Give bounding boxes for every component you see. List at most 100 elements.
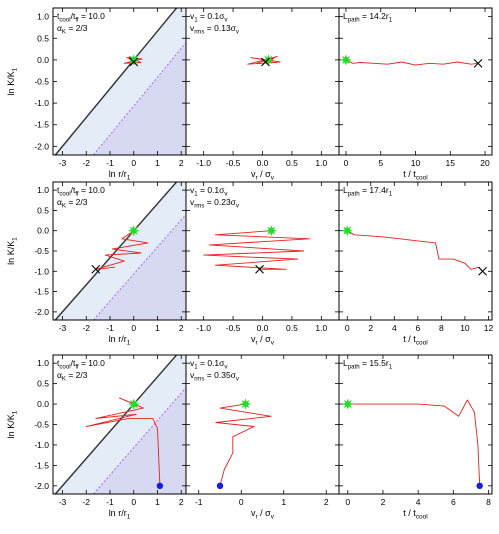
- annotation-v1-part: v: [190, 185, 195, 195]
- annotation-lpath-part: path: [348, 191, 360, 198]
- end-dot-marker: [476, 482, 483, 490]
- annotation-alpha-part: α: [57, 23, 62, 33]
- trajectory-line: [345, 59, 479, 66]
- x-axis-label-part: v: [251, 508, 256, 518]
- trajectory-line: [203, 230, 311, 270]
- x-tick-label: 20: [480, 158, 490, 168]
- annotation-ratio-part: cool: [59, 17, 70, 24]
- trajectory-line: [346, 230, 483, 272]
- x-axis-label-part: 1: [127, 175, 131, 182]
- annotation-alpha-part: α: [57, 197, 62, 207]
- annotation-vrms-part: rms: [194, 203, 204, 210]
- annotation-vrms-part: v: [236, 203, 240, 210]
- x-tick-label: 2: [179, 158, 184, 168]
- annotation-v1: v1 = 0.1σv: [190, 358, 228, 371]
- y-tick-label: 0.5: [37, 379, 49, 389]
- y-tick-label: -1.5: [34, 460, 49, 470]
- annotation-v1-part: 1: [194, 364, 198, 371]
- x-axis-label-part: v: [271, 175, 275, 182]
- x-tick-label: 2: [368, 323, 373, 333]
- x-tick-label: 4: [392, 323, 397, 333]
- x-tick-label: -1.0: [196, 323, 211, 333]
- x-axis-label-part: cool: [416, 340, 428, 347]
- x-tick-label: 6: [451, 497, 456, 507]
- x-axis-label-part: t / t: [403, 169, 416, 179]
- annotation-ratio: tcool/tff = 10.0: [57, 185, 105, 198]
- x-axis-label-part: r: [256, 514, 259, 521]
- start-star-marker: [127, 53, 140, 66]
- x-tick-label: 0.5: [286, 158, 298, 168]
- x-axis-label-part: / σ: [258, 508, 272, 518]
- x-tick-label: 4: [416, 497, 421, 507]
- x-axis-label-part: / σ: [258, 169, 272, 179]
- x-tick-label: -1: [106, 158, 114, 168]
- dashed-line: [92, 386, 186, 494]
- annotation-lpath-part: 1: [389, 364, 393, 371]
- trajectory-line: [247, 55, 281, 65]
- x-tick-label: 8: [486, 497, 491, 507]
- panel-row3-time: 0 2 4 6 8 t / tcool Lpath = 15.5r1: [338, 354, 493, 521]
- annotation-ratio: tcool/tff = 10.0: [57, 358, 105, 371]
- annotation-lpath-part: = 17.4r: [360, 185, 389, 195]
- annotation-ratio-part: t: [57, 11, 60, 21]
- trajectory-line: [347, 399, 481, 486]
- end-x-stroke: [129, 57, 139, 67]
- annotation-ratio-part: ff: [75, 17, 79, 24]
- annotation-ratio-part: = 10.0: [79, 185, 106, 195]
- y-tick-label: 0.5: [37, 205, 49, 215]
- x-axis-label: vr / σv: [251, 508, 275, 521]
- annotation-vrms-part: v: [190, 23, 195, 33]
- panel-frame: [338, 7, 493, 156]
- annotation-ratio-part: /t: [71, 185, 76, 195]
- x-tick-label: 1.0: [315, 323, 327, 333]
- annotation-ratio-part: /t: [71, 11, 76, 21]
- x-axis-label-part: r: [256, 175, 259, 182]
- start-star-marker: [127, 224, 140, 237]
- y-tick-label: -0.5: [34, 420, 49, 430]
- annotation-vrms: vrms = 0.35σv: [190, 370, 240, 383]
- shaded-region-dark: [93, 8, 186, 155]
- annotation-ratio-part: t: [57, 185, 60, 195]
- x-tick-label: 0.5: [286, 323, 298, 333]
- annotation-vrms-part: = 0.13σ: [204, 23, 236, 33]
- annotation-v1-part: v: [224, 364, 228, 371]
- x-axis-label-part: v: [251, 169, 256, 179]
- annotation-ratio-part: = 10.0: [79, 358, 106, 368]
- annotation-vrms-part: v: [236, 376, 240, 383]
- x-tick-label: -3: [59, 158, 67, 168]
- annotation-vrms-part: = 0.23σ: [204, 197, 236, 207]
- shaded-region-dark: [93, 355, 186, 494]
- y-axis-label: ln K/K1: [6, 67, 19, 95]
- x-axis-label-part: ln r/r: [109, 334, 127, 344]
- x-tick-label: 2: [179, 497, 184, 507]
- x-axis-label: t / tcool: [403, 334, 427, 347]
- y-axis-label-part: ln K/K: [6, 71, 16, 95]
- annotation-vrms-part: v: [236, 29, 240, 36]
- y-tick-label: 1.0: [37, 185, 49, 195]
- annotation-lpath-part: L: [343, 185, 348, 195]
- x-axis-label-part: cool: [416, 175, 428, 182]
- annotation-vrms: vrms = 0.13σv: [190, 23, 240, 36]
- annotation-alpha-part: K: [62, 203, 66, 210]
- x-tick-label: -1: [195, 497, 203, 507]
- x-tick-label: -0.5: [226, 323, 241, 333]
- annotation-v1-part: = 0.1σ: [198, 185, 226, 195]
- x-axis-label: ln r/r1: [109, 508, 131, 521]
- x-tick-label: 12: [484, 323, 494, 333]
- y-tick-label: -2.0: [34, 481, 49, 491]
- start-star-marker: [239, 398, 252, 410]
- annotation-vrms: vrms = 0.23σv: [190, 197, 240, 210]
- y-tick-label: -2.0: [34, 141, 49, 151]
- y-axis-label-part: ln K/K: [6, 241, 16, 265]
- y-axis-label-part: ln K/K: [6, 414, 16, 438]
- annotation-ratio-part: /t: [71, 358, 76, 368]
- start-star-marker: [341, 398, 354, 410]
- start-star-marker: [265, 224, 278, 237]
- x-tick-label: -3: [59, 497, 67, 507]
- x-tick-label: -1.0: [196, 158, 211, 168]
- y-tick-label: 1.0: [37, 12, 49, 22]
- end-dot-marker: [156, 482, 164, 490]
- annotation-lpath-part: L: [343, 11, 348, 21]
